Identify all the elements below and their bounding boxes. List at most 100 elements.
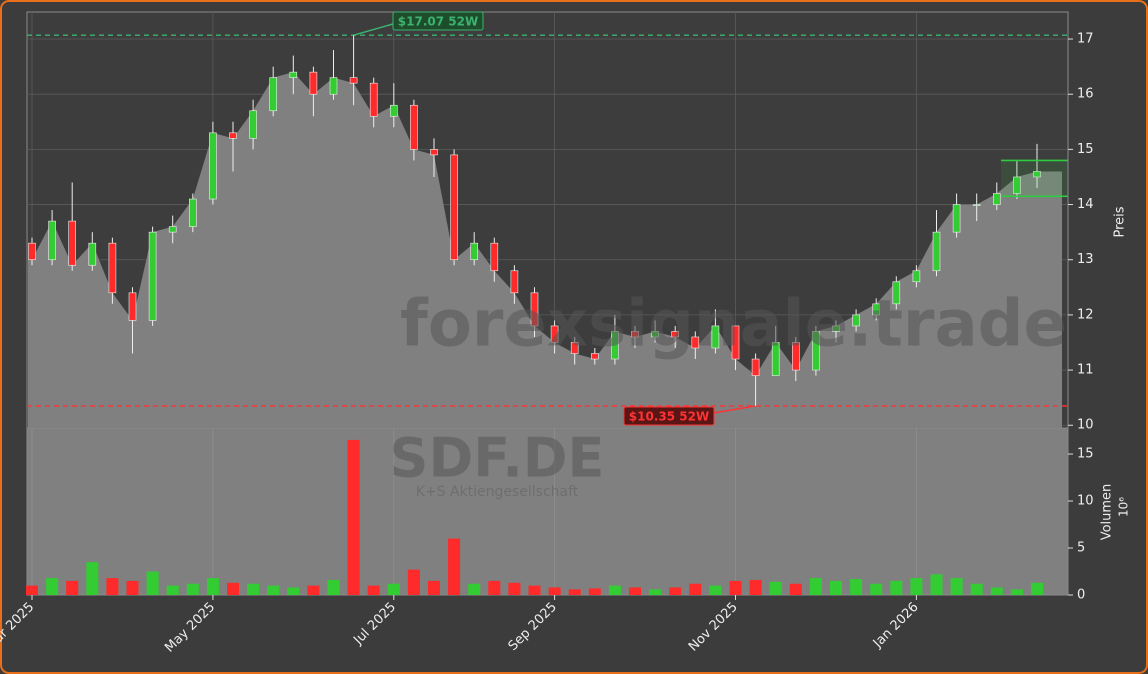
candle-body (671, 331, 680, 338)
volume-bar (186, 583, 199, 595)
annotation-arrow (712, 405, 756, 414)
candle-body (269, 77, 278, 112)
candle-body (329, 77, 338, 95)
candle-body (369, 82, 378, 117)
annotation-label: $10.35 52W (629, 410, 709, 424)
volume-bar (407, 569, 420, 595)
candle-body (229, 132, 237, 139)
candle-body (430, 149, 438, 156)
candle-body (490, 242, 499, 272)
volume-bar (729, 580, 742, 595)
volume-bar (870, 583, 883, 595)
candle-body (530, 292, 539, 327)
candle-body (570, 342, 579, 354)
candle-body (751, 358, 760, 376)
candle-body (309, 71, 318, 95)
annotation-label: $17.07 52W (398, 15, 478, 29)
volume-bar (1031, 582, 1043, 595)
candle-body (88, 242, 97, 266)
candle-body (108, 242, 117, 294)
candle-body (892, 281, 901, 305)
candle-body (289, 71, 298, 78)
volume-bar (890, 580, 903, 595)
y-tick-label: 15 (1077, 142, 1094, 157)
volume-bar (26, 585, 38, 595)
candle-body (349, 77, 358, 84)
volume-bar (488, 580, 501, 595)
volume-bar (146, 571, 159, 595)
volume-bar (247, 583, 260, 595)
candle-body (912, 270, 921, 283)
volume-bar (267, 585, 280, 595)
y-tick-label: 13 (1077, 252, 1094, 267)
volume-bar (970, 583, 983, 595)
candle-body (731, 325, 740, 360)
candle-body (128, 292, 137, 321)
volume-bar (769, 581, 782, 595)
volume-bar (528, 585, 541, 595)
volume-bar (649, 589, 662, 595)
y-tick-label: 10 (1077, 418, 1094, 433)
volume-bar (106, 578, 119, 595)
candle-body (872, 303, 881, 316)
candle-body (691, 336, 700, 349)
candle-body (812, 331, 820, 371)
volume-bar (206, 578, 219, 595)
volume-bar (850, 579, 863, 595)
candle-body (410, 104, 418, 150)
candle-body (932, 231, 941, 272)
candle-body (611, 331, 619, 360)
candle-body (972, 204, 981, 206)
ticker-watermark: SDF.DE (390, 427, 605, 490)
volume-bar (809, 578, 822, 595)
volume-bar (66, 580, 79, 595)
volume-scale-label: 10⁶ (1117, 497, 1131, 517)
volume-bar (508, 582, 521, 595)
volume-bar (568, 589, 581, 595)
y2-tick-label: 0 (1077, 588, 1085, 603)
volume-bar (46, 578, 59, 595)
y-tick-label: 11 (1077, 363, 1094, 378)
candle-body (209, 132, 217, 200)
volume-bar (387, 583, 400, 595)
volume-bar (749, 579, 762, 595)
watermark: forexsignale.trade (400, 288, 1067, 362)
candle-body (389, 104, 398, 117)
candle-body (550, 325, 559, 343)
volume-bar (287, 587, 300, 595)
y2-tick-label: 5 (1077, 541, 1085, 556)
candle-body (952, 204, 961, 233)
volume-bar (126, 580, 139, 595)
candle-body (450, 154, 458, 261)
y-axis-label: Preis (1113, 206, 1128, 237)
price-area (28, 72, 1062, 428)
volume-bar (367, 585, 380, 595)
candle-body (249, 110, 257, 139)
volume-bar (548, 587, 561, 595)
volume-bar (990, 587, 1003, 595)
candle-body (510, 270, 519, 294)
candle-body (48, 220, 56, 261)
volume-bar (689, 583, 702, 595)
candle-body (791, 342, 800, 371)
candle-body (631, 331, 639, 338)
volume-bar (789, 583, 802, 595)
annotation-box (623, 406, 715, 426)
volume-bar (327, 579, 340, 595)
volume-bar (709, 585, 722, 595)
volume-bar (608, 585, 621, 595)
volume-bar (629, 587, 641, 595)
candle-body (68, 220, 76, 266)
candle-body (1013, 176, 1021, 194)
volume-axis-label: Volumen (1100, 484, 1115, 541)
y-tick-label: 16 (1077, 87, 1094, 102)
candle-body (28, 242, 36, 261)
volume-bar (669, 587, 682, 595)
candle-body (832, 325, 840, 332)
y2-tick-label: 15 (1077, 447, 1094, 462)
volume-bar (448, 538, 461, 595)
volume-bar (930, 574, 943, 595)
candle-body (189, 198, 197, 227)
y-tick-label: 17 (1077, 32, 1094, 47)
